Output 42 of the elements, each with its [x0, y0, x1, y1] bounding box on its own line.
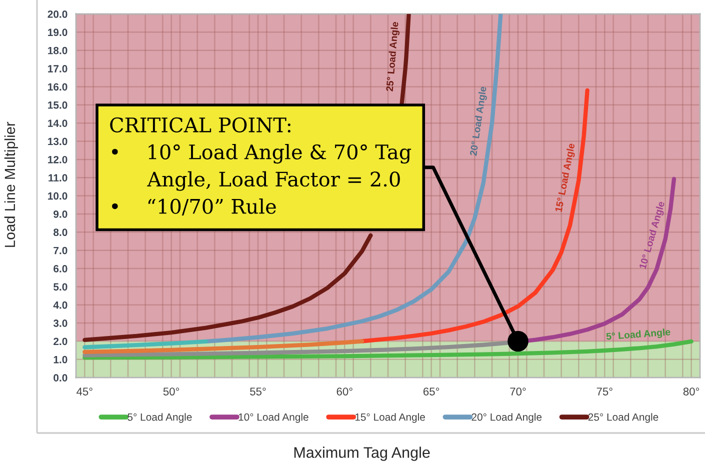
y-tick-label: 12.0: [48, 156, 68, 164]
y-tick-label: 15.0: [48, 101, 68, 109]
y-tick-label: 8.0: [54, 228, 68, 236]
y-tick-label: 7.0: [54, 246, 68, 254]
annotation: 10° Load Angle: [638, 200, 667, 270]
y-tick-label: 0.0: [54, 374, 68, 382]
y-tick-label: 5.0: [54, 283, 68, 291]
y-tick-label: 6.0: [54, 265, 68, 272]
y-tick-label: 4.0: [53, 301, 68, 309]
y-tick-label: 1.0: [54, 356, 68, 364]
annotation: 25° Load Angle: [386, 22, 400, 92]
x-tick-label: 75°: [596, 388, 612, 396]
legend-label: 5° Load Angle: [128, 413, 192, 423]
y-tick-label: 14.0: [48, 120, 68, 127]
x-axis-title: Maximum Tag Angle: [294, 446, 430, 461]
annotation: CRITICAL POINT: • 10° Load Angle & 70° Tag Angle, Load Factor = 2.0 • “10/70” Rule: [110, 117, 412, 216]
y-tick-label: 18.0: [48, 46, 68, 54]
y-tick-label: 9.0: [54, 210, 68, 218]
x-tick-label: 50°: [163, 388, 180, 396]
y-axis-title: Load Line Multiplier: [4, 122, 18, 247]
y-tick-label: 3.0: [53, 320, 68, 327]
y-tick-label: 20.0: [48, 10, 68, 18]
legend-label: 20° Load Angle: [472, 413, 542, 423]
y-tick-label: 2.0: [54, 338, 68, 346]
x-tick-label: 65°: [423, 388, 440, 396]
x-tick-label: 80°: [683, 388, 700, 396]
x-tick-label: 55°: [250, 388, 266, 396]
y-tick-label: 17.0: [48, 65, 68, 72]
x-tick-label: 45°: [76, 388, 92, 396]
legend-label: 25° Load Angle: [588, 413, 658, 423]
x-tick-label: 60°: [336, 388, 352, 396]
y-tick-label: 11.0: [48, 174, 68, 182]
y-tick-label: 16.0: [48, 83, 68, 91]
annotation: 15° Load Angle: [554, 142, 577, 212]
y-tick-label: 13.0: [48, 138, 68, 146]
annotation: 5° Load Angle: [606, 328, 671, 342]
legend-label: 15° Load Angle: [355, 413, 425, 423]
legend-label: 10° Load Angle: [238, 413, 308, 423]
x-tick-label: 70°: [510, 388, 526, 396]
y-tick-label: 10.0: [48, 192, 68, 200]
annotation: 20° Load Angle: [469, 86, 488, 156]
y-tick-label: 19.0: [48, 28, 68, 36]
